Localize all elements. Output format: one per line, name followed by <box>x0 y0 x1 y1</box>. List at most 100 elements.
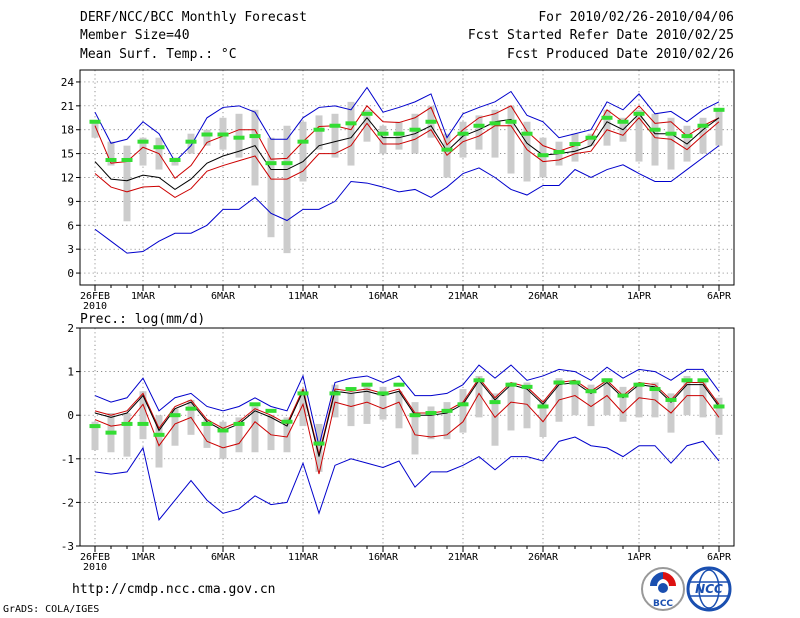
prec-observed-marker <box>281 419 293 424</box>
prec-spread-bar <box>299 389 307 427</box>
temp-observed-marker <box>553 150 565 155</box>
temp-ytick-label: 21 <box>61 100 74 113</box>
prec-spread-bar <box>219 421 227 459</box>
prec-observed-marker <box>553 380 565 385</box>
prec-xtick-label: 26MAR <box>528 552 559 563</box>
temp-xtick-label: 16MAR <box>368 291 399 302</box>
prec-line-mean <box>94 379 720 457</box>
prec-spread-bar <box>619 386 627 422</box>
temp-observed-marker <box>473 123 485 128</box>
prec-xtick-label: 1APR <box>627 552 652 563</box>
prec-spread-bar <box>235 417 243 453</box>
temp-observed-marker <box>329 123 341 128</box>
temp-observed-marker <box>649 127 661 132</box>
prec-xtick-label: 16MAR <box>368 552 399 563</box>
prec-spread-bar <box>203 419 211 448</box>
temp-spread-bar <box>203 129 211 146</box>
prec-spread-bar <box>571 380 579 416</box>
temp-observed-marker <box>489 121 501 126</box>
temp-spread-bar <box>571 133 579 162</box>
temp-xtick-label: 21MAR <box>448 291 479 302</box>
prec-observed-marker <box>633 382 645 387</box>
temp-ytick-label: 6 <box>67 219 74 232</box>
prec-xtick-label: 2010 <box>83 562 107 573</box>
prec-spread-bar <box>363 384 371 424</box>
ncc-logo-text: NCC <box>695 582 723 596</box>
temp-xtick-label: 26FEB <box>80 291 110 302</box>
prec-observed-marker <box>265 408 277 413</box>
prec-spread-bar <box>123 413 131 457</box>
temp-observed-marker <box>697 123 709 128</box>
temp-xtick-label: 1APR <box>627 291 652 302</box>
temp-observed-marker <box>313 127 325 132</box>
temp-line-upper <box>94 105 720 180</box>
prec-spread-bar <box>427 406 435 440</box>
prec-spread-bar <box>491 393 499 446</box>
temp-observed-marker <box>537 153 549 158</box>
temp-xtick-label: 1MAR <box>131 291 156 302</box>
prec-spread-bar <box>523 382 531 429</box>
temp-spread-bar <box>283 125 291 254</box>
temp-spread-bar <box>315 115 323 150</box>
temp-spread-bar <box>715 109 723 146</box>
temp-plot-frame <box>79 69 735 286</box>
prec-observed-marker <box>425 411 437 416</box>
prec-xtick-label: 26FEB <box>80 552 110 563</box>
prec-observed-marker <box>361 382 373 387</box>
temp-ytick-label: 12 <box>61 172 74 185</box>
temp-observed-marker <box>601 115 613 120</box>
prec-observed-marker <box>201 421 213 426</box>
prec-observed-marker <box>105 430 117 435</box>
prec-xtick-label: 6MAR <box>211 552 236 563</box>
precip-panel-title: Prec.: log(mm/d) <box>80 312 205 327</box>
prec-observed-marker <box>649 387 661 392</box>
temp-observed-marker <box>617 119 629 124</box>
temp-line-min <box>94 145 720 254</box>
prec-observed-marker <box>473 378 485 383</box>
prec-observed-marker <box>233 421 245 426</box>
prec-ytick-label: -2 <box>61 496 74 509</box>
temp-ytick-label: 24 <box>61 76 75 89</box>
temp-observed-marker <box>425 119 437 124</box>
temp-spread-bar <box>459 121 467 158</box>
temp-xtick-label: 26MAR <box>528 291 559 302</box>
prec-spread-bar <box>475 375 483 418</box>
prec-observed-marker <box>569 380 581 385</box>
prec-ytick-label: -1 <box>61 453 74 466</box>
ncc-logo-icon: NCC <box>686 566 732 612</box>
temp-observed-marker <box>393 131 405 136</box>
temp-line-max <box>94 86 720 163</box>
prec-observed-marker <box>441 408 453 413</box>
prec-xtick-label: 6APR <box>707 552 732 563</box>
prec-observed-marker <box>313 441 325 446</box>
prec-observed-marker <box>89 424 101 429</box>
temp-spread-bar <box>603 109 611 146</box>
prec-spread-bar <box>251 406 259 453</box>
prec-line-upper <box>94 377 720 455</box>
prec-observed-marker <box>697 378 709 383</box>
temp-observed-marker <box>121 157 133 162</box>
prec-spread-bar <box>587 384 595 427</box>
temp-line-mean <box>94 113 720 191</box>
temp-observed-marker <box>185 139 197 144</box>
prec-spread-bar <box>459 389 467 433</box>
temp-ytick-label: 3 <box>67 243 74 256</box>
prec-spread-bar <box>379 386 387 420</box>
temp-spread-bar <box>491 109 499 158</box>
prec-spread-bar <box>443 402 451 440</box>
prec-xtick-label: 21MAR <box>448 552 479 563</box>
prec-spread-bar <box>411 402 419 455</box>
prec-spread-bar <box>699 380 707 418</box>
chart-title: DERF/NCC/BCC Monthly Forecast <box>80 10 307 25</box>
prec-line-max <box>94 364 720 446</box>
prec-observed-marker <box>297 391 309 396</box>
prec-line-lower <box>94 392 720 475</box>
prec-observed-marker <box>521 384 533 389</box>
footer-url[interactable]: http://cmdp.ncc.cma.gov.cn <box>72 582 276 597</box>
prec-plot-frame <box>79 327 735 547</box>
temp-spread-bar <box>635 109 643 162</box>
prec-spread-bar <box>283 417 291 453</box>
prec-observed-marker <box>121 421 133 426</box>
fcst-started-date: Fcst Started Refer Date 2010/02/25 <box>467 28 734 43</box>
